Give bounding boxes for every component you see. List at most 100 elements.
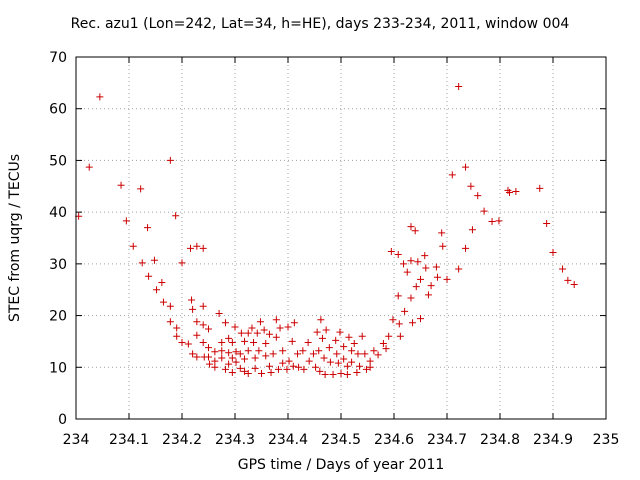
data-point [144,224,152,232]
data-point [462,163,470,171]
data-point [241,367,249,375]
data-point [316,367,324,375]
data-point [348,347,356,355]
data-point [205,325,212,333]
data-point [361,350,369,358]
data-point [244,347,252,355]
data-point [421,252,429,260]
data-point [269,350,277,358]
data-point [488,217,496,225]
data-point [329,371,337,379]
data-point [276,324,284,332]
data-point [173,332,181,340]
data-point [343,371,351,379]
data-point [337,369,345,377]
data-point [228,354,236,362]
data-point [480,207,488,215]
data-point [211,348,219,356]
y-tick-label: 0 [58,412,67,428]
data-point [232,348,240,356]
data-point [290,319,298,327]
data-point [325,344,333,352]
data-point [353,368,361,376]
data-point [158,278,166,286]
data-point [221,319,229,327]
data-point [350,339,358,347]
data-point [184,340,192,348]
data-point [188,296,196,304]
chart-title: Rec. azu1 (Lon=242, Lat=34, h=HE), days … [70,16,570,32]
data-point [193,318,201,326]
data-point [366,363,374,371]
data-point [549,248,557,256]
data-point [417,315,424,323]
data-point [294,350,302,358]
data-point [394,292,402,300]
data-point [260,326,268,334]
x-tick-label: 234.2 [162,432,202,448]
data-point [506,188,514,196]
data-point [455,265,463,273]
data-point [467,182,475,190]
data-point [356,362,364,370]
data-point [241,337,249,345]
data-point [389,316,397,324]
data-point [354,350,362,358]
data-point [313,328,321,336]
data-point [225,334,233,342]
data-point [455,82,463,90]
data-point [409,319,417,327]
data-point [251,364,259,372]
data-point [387,247,395,255]
data-point [236,350,244,358]
data-point [495,217,503,225]
data-point [300,365,308,373]
data-point [231,323,239,331]
data-point [358,332,366,340]
data-point [288,337,296,345]
data-point [228,368,236,376]
data-point [321,371,329,379]
data-point [340,355,348,363]
data-point [166,302,174,310]
data-point [253,329,261,337]
data-point [400,260,408,268]
data-point [559,265,567,273]
x-tick-label: 234.7 [427,432,467,448]
x-tick-label: 234.3 [215,432,255,448]
y-tick-label: 30 [49,257,67,273]
data-point [251,354,259,362]
x-tick-label: 235 [593,432,620,448]
data-point [218,338,226,346]
data-point [244,369,252,377]
x-tick-label: 234.8 [480,432,520,448]
data-point [166,156,174,164]
data-points [75,82,578,379]
x-tick-label: 234.9 [533,432,573,448]
y-tick-label: 40 [49,205,67,221]
data-point [422,264,430,272]
data-point [265,330,273,338]
data-point [512,187,520,195]
x-tick-label: 234.1 [109,432,149,448]
x-tick-label: 234 [63,432,90,448]
data-point [248,324,256,332]
y-tick-label: 70 [49,50,67,66]
data-point [199,321,207,329]
data-point [244,329,252,337]
data-point [262,339,270,347]
data-point [343,362,351,370]
data-point [205,353,212,361]
data-point [199,302,207,310]
data-point [407,223,415,231]
data-point [312,363,320,371]
x-tick-label: 234.6 [374,432,414,448]
data-point [462,244,470,252]
data-point [96,93,104,101]
y-tick-label: 10 [49,360,67,376]
data-point [166,318,174,326]
data-point [318,334,326,342]
data-point [283,365,291,373]
y-tick-label: 50 [49,153,67,169]
data-point [199,244,207,252]
